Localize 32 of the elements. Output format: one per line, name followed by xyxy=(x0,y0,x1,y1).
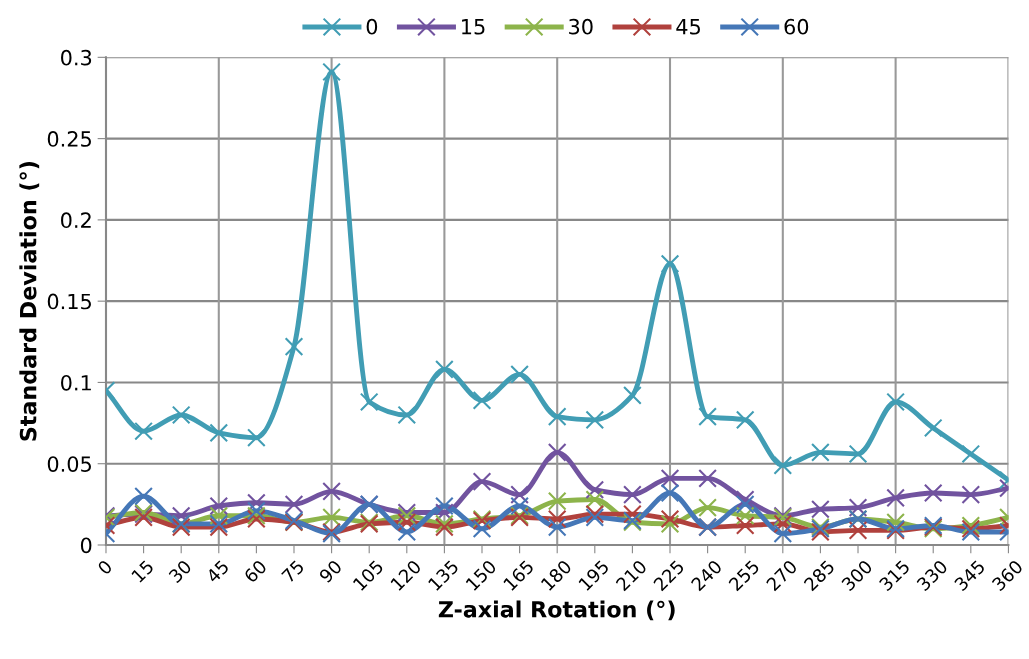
y-tick-label: 0.3 xyxy=(61,49,92,66)
x-tick-label: 270 xyxy=(765,559,798,592)
x-tick-label: 150 xyxy=(465,559,498,592)
x-tick-label: 120 xyxy=(390,559,422,592)
legend-label: 60 xyxy=(784,18,809,35)
legend-label: 30 xyxy=(569,18,593,35)
y-tick-label: 0 xyxy=(80,537,92,554)
y-tick-label: 0.25 xyxy=(47,131,91,147)
x-axis-title: Z-axial Rotation (°) xyxy=(438,600,675,621)
legend-label: 0 xyxy=(366,18,378,35)
x-tick-label: 330 xyxy=(916,559,949,592)
x-tick-label: 180 xyxy=(540,559,573,592)
y-axis-title: Standard Deviation (°) xyxy=(19,162,40,441)
x-tick-label: 210 xyxy=(615,559,648,592)
y-tick-label: 0.05 xyxy=(47,456,91,472)
legend-label: 45 xyxy=(676,19,700,35)
x-tick-label: 0 xyxy=(96,559,113,576)
x-tick-label: 360 xyxy=(991,559,1024,592)
x-tick-label: 300 xyxy=(840,559,874,592)
x-tick-label: 75 xyxy=(281,559,305,584)
x-tick-label: 240 xyxy=(690,559,723,592)
x-tick-label: 135 xyxy=(427,559,460,592)
x-tick-label: 30 xyxy=(168,559,193,584)
x-tick-label: 90 xyxy=(318,559,343,584)
y-tick-label: 0.15 xyxy=(47,293,91,310)
x-tick-label: 60 xyxy=(243,559,268,584)
legend-label: 15 xyxy=(462,19,485,35)
x-tick-label: 15 xyxy=(131,559,155,583)
y-tick-label: 0.1 xyxy=(61,374,91,391)
x-tick-label: 45 xyxy=(205,559,230,584)
x-tick-label: 285 xyxy=(803,559,836,592)
y-tick-label: 0.2 xyxy=(61,212,91,229)
